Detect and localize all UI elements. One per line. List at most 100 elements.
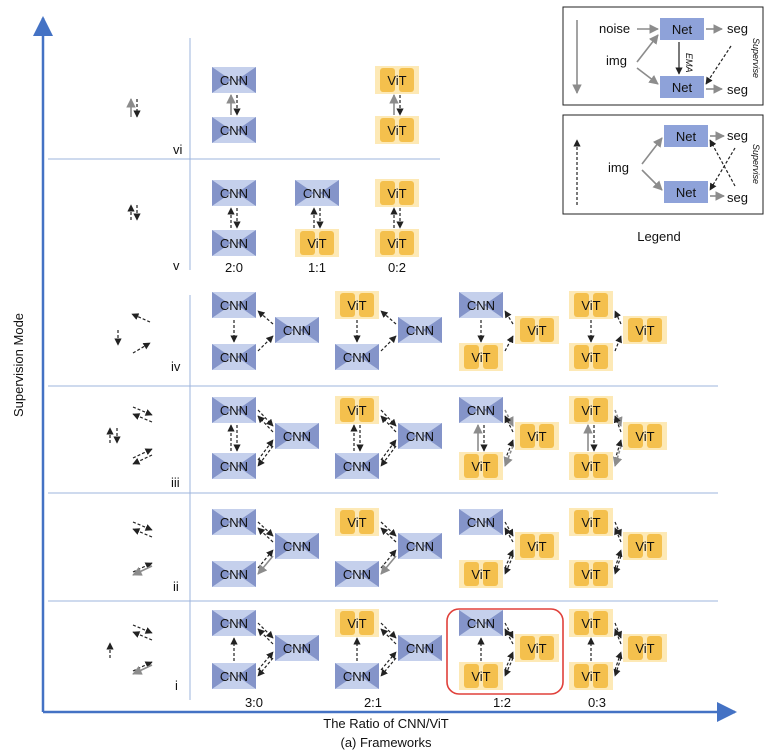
ii-col2-right-to-top-arrow bbox=[380, 527, 397, 543]
iii-col4-right-to-bottom-arrow bbox=[612, 445, 623, 467]
row-label-iii: iii bbox=[171, 475, 180, 490]
i-col4-right-to-top-arrow bbox=[614, 628, 622, 645]
svg-text:ViT: ViT bbox=[387, 123, 406, 138]
ii-col1-right-to-bottom-arrow bbox=[257, 555, 274, 575]
ii-col4-top-to-right-arrow bbox=[614, 521, 622, 537]
v-0-2-top-block: ViT bbox=[375, 179, 419, 207]
iii-col2-top-block: ViT bbox=[335, 396, 379, 424]
i-col3-right-to-top-arrow bbox=[504, 628, 514, 645]
legend-net-block-3: Net bbox=[664, 125, 708, 147]
i-col3-right-to-bottom-arrow bbox=[504, 657, 514, 677]
svg-text:CNN: CNN bbox=[283, 539, 311, 554]
legend-seg-label-2: seg bbox=[727, 82, 748, 97]
iv-col3-bottom-to-right-arrow bbox=[504, 335, 514, 352]
row-label-iv: iv bbox=[171, 359, 181, 374]
i-col3-top-block: CNN bbox=[459, 610, 503, 636]
i-col1-right-to-bottom-arrow bbox=[257, 657, 274, 677]
ii-col1-right-block: CNN bbox=[275, 533, 319, 559]
legend-noise-label: noise bbox=[599, 21, 630, 36]
svg-text:CNN: CNN bbox=[220, 669, 248, 684]
legend-img-to-bottom-arrow bbox=[636, 67, 659, 85]
glyph-ii-a-arrow bbox=[132, 521, 153, 531]
ii-col4-bottom-block: ViT bbox=[569, 560, 613, 588]
svg-text:ViT: ViT bbox=[471, 350, 490, 365]
iv-col4-top-block: ViT bbox=[569, 291, 613, 319]
ii-col2-top-to-right-arrow bbox=[380, 521, 397, 537]
legend-img-to-top-arrow bbox=[636, 34, 659, 63]
ii-col1-bottom-to-right-arrow bbox=[257, 549, 274, 569]
iii-col2-bottom-to-right-arrow bbox=[380, 439, 397, 461]
v-1-1-top-block: CNN bbox=[295, 180, 339, 206]
svg-text:CNN: CNN bbox=[467, 616, 495, 631]
i-col1-right-block: CNN bbox=[275, 635, 319, 661]
iii-col3-right-to-top-arrow bbox=[504, 415, 514, 433]
svg-text:CNN: CNN bbox=[220, 236, 248, 251]
svg-text:ViT: ViT bbox=[347, 515, 366, 530]
iv-col1-top-block: CNN bbox=[212, 292, 256, 318]
glyph-iii-c-arrow bbox=[132, 448, 153, 459]
svg-text:CNN: CNN bbox=[406, 429, 434, 444]
legend-seg-label-3: seg bbox=[727, 128, 748, 143]
glyph-i-b-arrow bbox=[132, 631, 153, 641]
ii-col3-top-to-right-arrow bbox=[504, 521, 514, 537]
ii-col4-bottom-to-right-arrow bbox=[614, 549, 623, 569]
iv-col3-right-block: ViT bbox=[515, 316, 559, 344]
iii-col1-right-block: CNN bbox=[275, 423, 319, 449]
ii-col1-top-to-right-arrow bbox=[257, 521, 274, 537]
iii-col3-right-to-bottom-arrow bbox=[503, 445, 514, 467]
svg-text:ViT: ViT bbox=[347, 298, 366, 313]
svg-text:ViT: ViT bbox=[527, 539, 546, 554]
svg-text:Net: Net bbox=[676, 185, 697, 200]
legend-net-block-4: Net bbox=[664, 181, 708, 203]
ratio-label-0-2: 0:2 bbox=[388, 260, 406, 275]
iv-col3-top-block: CNN bbox=[459, 292, 503, 318]
iii-col2-right-to-top-arrow bbox=[380, 415, 397, 433]
svg-text:CNN: CNN bbox=[220, 403, 248, 418]
svg-text:CNN: CNN bbox=[283, 641, 311, 656]
legend-supervise-arrow bbox=[705, 45, 732, 85]
svg-text:CNN: CNN bbox=[220, 350, 248, 365]
i-col4-right-block: ViT bbox=[623, 634, 667, 662]
svg-text:CNN: CNN bbox=[220, 123, 248, 138]
glyph-i-a-arrow bbox=[132, 624, 153, 634]
row-label-v: v bbox=[173, 258, 180, 273]
iv-col4-right-block: ViT bbox=[623, 316, 667, 344]
vi-2-0-bottom-block: CNN bbox=[212, 117, 256, 143]
svg-text:CNN: CNN bbox=[343, 350, 371, 365]
svg-text:CNN: CNN bbox=[220, 567, 248, 582]
ii-col3-right-to-bottom-arrow bbox=[504, 555, 514, 575]
y-axis-label: Supervision Mode bbox=[11, 313, 26, 417]
iii-col4-right-block: ViT bbox=[623, 422, 667, 450]
svg-text:ViT: ViT bbox=[635, 539, 654, 554]
svg-text:CNN: CNN bbox=[343, 567, 371, 582]
iv-col1-right-to-top-arrow bbox=[257, 310, 274, 325]
svg-text:ViT: ViT bbox=[471, 459, 490, 474]
legend-seg-label-4: seg bbox=[727, 190, 748, 205]
svg-text:CNN: CNN bbox=[220, 186, 248, 201]
ii-col3-bottom-block: ViT bbox=[459, 560, 503, 588]
i-col4-bottom-to-right-arrow bbox=[614, 651, 623, 671]
svg-text:CNN: CNN bbox=[406, 323, 434, 338]
i-col2-top-to-right-arrow bbox=[380, 622, 397, 639]
svg-text:Net: Net bbox=[672, 80, 693, 95]
v-1-1-bottom-block: ViT bbox=[295, 229, 339, 257]
i-col3-bottom-to-right-arrow bbox=[504, 651, 514, 671]
v-0-2-bottom-block: ViT bbox=[375, 229, 419, 257]
legend-img-label-top: img bbox=[606, 53, 627, 68]
i-col3-right-block: ViT bbox=[515, 634, 559, 662]
svg-text:ViT: ViT bbox=[307, 236, 326, 251]
svg-text:ViT: ViT bbox=[581, 350, 600, 365]
ii-col2-bottom-to-right-arrow bbox=[380, 549, 397, 569]
svg-text:CNN: CNN bbox=[406, 641, 434, 656]
legend-cross-arrow-a bbox=[709, 147, 736, 191]
legend-title: Legend bbox=[637, 229, 680, 244]
row-label-vi: vi bbox=[173, 142, 183, 157]
iii-col2-top-to-right-arrow bbox=[380, 409, 397, 427]
ii-col4-right-to-bottom-arrow bbox=[613, 555, 622, 575]
iv-col1-bottom-block: CNN bbox=[212, 344, 256, 370]
svg-text:CNN: CNN bbox=[283, 429, 311, 444]
iv-col4-bottom-to-right-arrow bbox=[614, 335, 622, 352]
legend-cross-arrow-b bbox=[709, 139, 736, 187]
ratio-label-2-0: 2:0 bbox=[225, 260, 243, 275]
glyph-iv-upper-arrow bbox=[131, 313, 151, 323]
